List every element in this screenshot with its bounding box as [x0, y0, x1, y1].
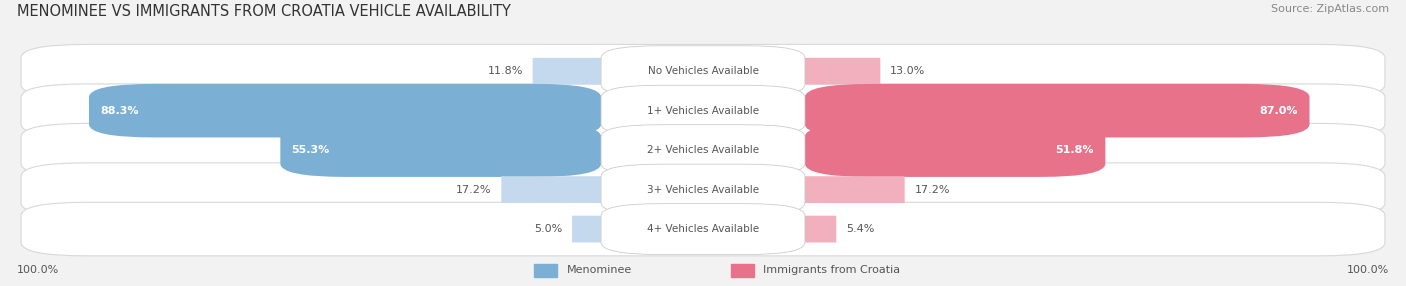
FancyBboxPatch shape [806, 58, 880, 85]
FancyBboxPatch shape [602, 204, 806, 255]
Text: 3+ Vehicles Available: 3+ Vehicles Available [647, 185, 759, 194]
Text: 17.2%: 17.2% [456, 185, 492, 194]
FancyBboxPatch shape [21, 202, 1385, 256]
FancyBboxPatch shape [21, 44, 1385, 98]
FancyBboxPatch shape [806, 84, 1309, 138]
FancyBboxPatch shape [21, 84, 1385, 138]
FancyBboxPatch shape [502, 176, 602, 203]
Text: Menominee: Menominee [567, 265, 631, 275]
Text: 1+ Vehicles Available: 1+ Vehicles Available [647, 106, 759, 116]
FancyBboxPatch shape [806, 216, 837, 243]
Text: MENOMINEE VS IMMIGRANTS FROM CROATIA VEHICLE AVAILABILITY: MENOMINEE VS IMMIGRANTS FROM CROATIA VEH… [17, 4, 510, 19]
Text: Immigrants from Croatia: Immigrants from Croatia [763, 265, 901, 275]
FancyBboxPatch shape [602, 46, 806, 97]
Text: 5.0%: 5.0% [534, 224, 562, 234]
FancyBboxPatch shape [806, 176, 904, 203]
Text: No Vehicles Available: No Vehicles Available [648, 66, 758, 76]
FancyBboxPatch shape [533, 58, 602, 85]
Text: 88.3%: 88.3% [100, 106, 139, 116]
Text: 100.0%: 100.0% [17, 265, 59, 275]
FancyBboxPatch shape [602, 164, 806, 215]
Text: 11.8%: 11.8% [488, 66, 523, 76]
FancyBboxPatch shape [89, 84, 602, 138]
FancyBboxPatch shape [602, 125, 806, 176]
FancyBboxPatch shape [21, 163, 1385, 217]
FancyBboxPatch shape [602, 85, 806, 136]
Text: 5.4%: 5.4% [846, 224, 875, 234]
FancyBboxPatch shape [21, 123, 1385, 177]
Text: 2+ Vehicles Available: 2+ Vehicles Available [647, 145, 759, 155]
Text: 100.0%: 100.0% [1347, 265, 1389, 275]
Bar [731, 263, 754, 277]
Text: 17.2%: 17.2% [914, 185, 950, 194]
Text: Source: ZipAtlas.com: Source: ZipAtlas.com [1271, 4, 1389, 14]
Text: 13.0%: 13.0% [890, 66, 925, 76]
Bar [534, 263, 557, 277]
Text: 51.8%: 51.8% [1056, 145, 1094, 155]
Text: 87.0%: 87.0% [1260, 106, 1298, 116]
Text: 4+ Vehicles Available: 4+ Vehicles Available [647, 224, 759, 234]
FancyBboxPatch shape [572, 216, 602, 243]
FancyBboxPatch shape [806, 123, 1105, 177]
FancyBboxPatch shape [280, 123, 602, 177]
Text: 55.3%: 55.3% [291, 145, 330, 155]
